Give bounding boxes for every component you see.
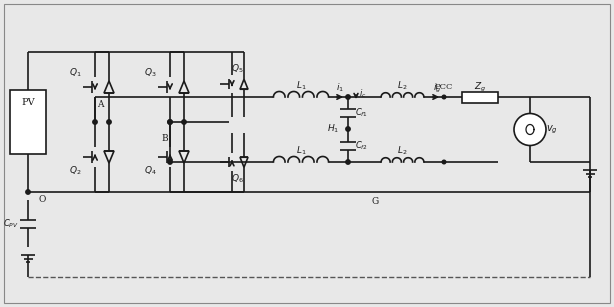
Text: PV: PV: [21, 98, 35, 107]
Text: $Q_2$: $Q_2$: [69, 165, 81, 177]
Text: $i_g$: $i_g$: [433, 81, 441, 95]
Text: $Q_6$: $Q_6$: [231, 172, 243, 185]
Text: $H_1$: $H_1$: [327, 123, 339, 135]
Circle shape: [346, 95, 350, 99]
Text: $i_c$: $i_c$: [359, 88, 367, 100]
Text: B: B: [161, 134, 168, 142]
Text: O: O: [38, 196, 45, 204]
Circle shape: [346, 127, 350, 131]
Circle shape: [168, 160, 172, 164]
Text: $Q_5$: $Q_5$: [231, 62, 243, 75]
Text: G: G: [371, 196, 379, 205]
Text: $Q_1$: $Q_1$: [69, 67, 81, 79]
Circle shape: [107, 120, 111, 124]
Text: $L_1$: $L_1$: [296, 80, 306, 92]
Text: $L_2$: $L_2$: [397, 80, 408, 92]
Circle shape: [514, 114, 546, 146]
Text: A: A: [97, 99, 103, 108]
Circle shape: [26, 190, 30, 194]
Text: $L_2$: $L_2$: [397, 145, 408, 157]
Text: $Q_3$: $Q_3$: [144, 67, 157, 79]
Circle shape: [93, 120, 97, 124]
Text: $i_1$: $i_1$: [336, 82, 344, 94]
Circle shape: [346, 160, 350, 164]
Text: $v_g$: $v_g$: [546, 123, 558, 136]
Circle shape: [182, 120, 186, 124]
Text: PCC: PCC: [435, 83, 453, 91]
Text: $C_{PV}$: $C_{PV}$: [3, 217, 19, 230]
Text: $Z_g$: $Z_g$: [474, 80, 486, 94]
Text: $C_{f2}$: $C_{f2}$: [356, 139, 368, 152]
Bar: [462, 91, 498, 103]
Circle shape: [442, 95, 446, 99]
Circle shape: [168, 120, 172, 124]
Circle shape: [168, 120, 172, 124]
Text: $L_1$: $L_1$: [296, 145, 306, 157]
Text: $C_{f1}$: $C_{f1}$: [356, 107, 368, 119]
Text: $Q_4$: $Q_4$: [144, 165, 157, 177]
Circle shape: [442, 160, 446, 164]
Bar: [10, 90, 46, 154]
